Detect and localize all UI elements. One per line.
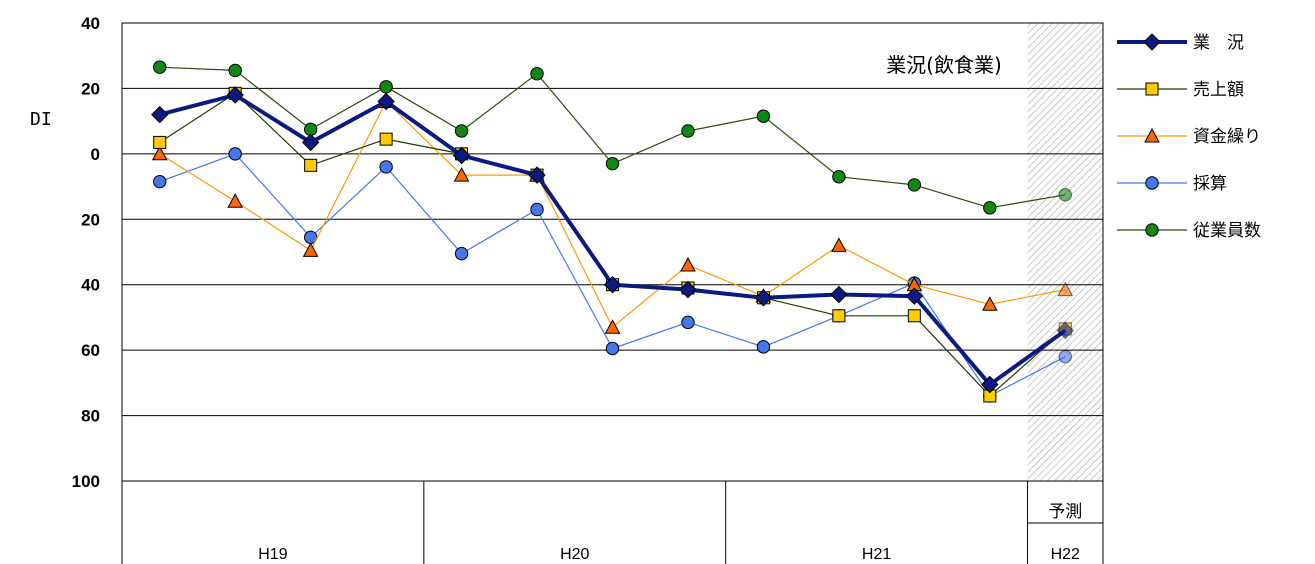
diamond-marker — [528, 166, 546, 184]
diamond-marker — [905, 287, 924, 305]
circle-marker — [454, 124, 469, 138]
x-axis: H19 H20 H21 H22 予測 — [258, 481, 1103, 564]
series-5 — [153, 60, 1072, 215]
circle-marker — [153, 174, 167, 189]
triangle-marker — [151, 145, 168, 161]
series-1 — [151, 86, 1074, 394]
diamond-marker — [301, 133, 320, 152]
circle-marker — [605, 156, 620, 171]
x-group-label: H22 — [1051, 546, 1080, 563]
x-group-label: H21 — [862, 546, 891, 563]
circle-marker — [605, 341, 620, 356]
diamond-marker — [377, 92, 395, 111]
circle-marker — [228, 147, 242, 161]
chart-title: 業況(飲食業) — [886, 53, 1002, 77]
circle-marker — [1145, 223, 1159, 237]
forecast-band — [1027, 23, 1103, 481]
circle-marker — [379, 160, 393, 174]
legend-item: 売上額 — [1117, 80, 1244, 100]
legend-label: 採算 — [1193, 174, 1227, 194]
square-marker — [1145, 82, 1159, 96]
diamond-marker — [830, 285, 848, 304]
triangle-marker — [831, 237, 847, 252]
triangle-marker — [981, 296, 998, 311]
y-tick-label: 60 — [81, 341, 100, 360]
diamond-marker — [452, 146, 471, 165]
legend-label: 資金繰り — [1193, 127, 1261, 147]
legend-item: 採算 — [1117, 174, 1227, 194]
y-tick-label: 20 — [81, 210, 100, 229]
diamond-marker — [679, 280, 697, 299]
square-marker — [153, 135, 167, 149]
square-marker — [304, 158, 318, 172]
y-tick-label: 20 — [81, 79, 100, 98]
triangle-marker — [453, 167, 470, 182]
circle-marker — [530, 202, 544, 217]
circle-marker — [530, 67, 544, 81]
diamond-marker — [151, 105, 169, 124]
diamond-marker — [603, 276, 622, 294]
legend-item: 業 況 — [1117, 33, 1244, 53]
legend-item: 従業員数 — [1117, 221, 1261, 241]
circle-marker — [681, 315, 695, 330]
legend-label: 売上額 — [1193, 80, 1244, 100]
triangle-marker — [302, 242, 319, 257]
series-layer — [151, 60, 1074, 403]
triangle-marker — [680, 257, 696, 272]
circle-marker — [907, 178, 922, 192]
x-group-note: 予測 — [1048, 502, 1082, 522]
y-tick-label: 0 — [91, 145, 100, 164]
y-axis: 40 20 0 20 40 60 80 100 — [72, 14, 100, 491]
legend-label: 従業員数 — [1193, 221, 1261, 241]
triangle-marker — [604, 319, 621, 334]
triangle-marker — [1144, 127, 1160, 143]
circle-marker — [153, 60, 167, 74]
diamond-marker — [754, 289, 773, 307]
x-group-label: H20 — [560, 546, 589, 563]
y-axis-label: DI — [30, 109, 52, 130]
circle-marker — [1058, 188, 1072, 202]
circle-marker — [454, 246, 469, 261]
diamond-marker — [226, 86, 244, 104]
circle-marker — [756, 109, 771, 123]
circle-marker — [983, 201, 997, 215]
y-tick-label: 80 — [81, 407, 100, 426]
y-tick-label: 100 — [72, 472, 100, 491]
y-tick-label: 40 — [81, 14, 100, 33]
plot-border — [121, 22, 1104, 482]
y-tick-label: 40 — [81, 276, 100, 295]
diamond-marker — [1056, 321, 1074, 340]
circle-marker — [832, 170, 846, 184]
legend-label: 業 況 — [1193, 33, 1244, 53]
circle-marker — [756, 340, 771, 354]
diamond-marker — [1143, 33, 1161, 51]
legend-item: 資金繰り — [1117, 127, 1261, 147]
triangle-marker — [1057, 281, 1074, 297]
square-marker — [832, 309, 846, 323]
square-marker — [379, 132, 393, 146]
triangle-marker — [227, 193, 244, 208]
circle-marker — [681, 124, 695, 138]
circle-marker — [1058, 349, 1072, 364]
circle-marker — [303, 122, 318, 137]
circle-marker — [228, 63, 242, 78]
diamond-marker — [981, 375, 999, 394]
circle-marker — [1145, 176, 1159, 190]
x-group-label: H19 — [258, 546, 287, 563]
circle-marker — [379, 80, 393, 94]
square-marker — [907, 309, 921, 323]
